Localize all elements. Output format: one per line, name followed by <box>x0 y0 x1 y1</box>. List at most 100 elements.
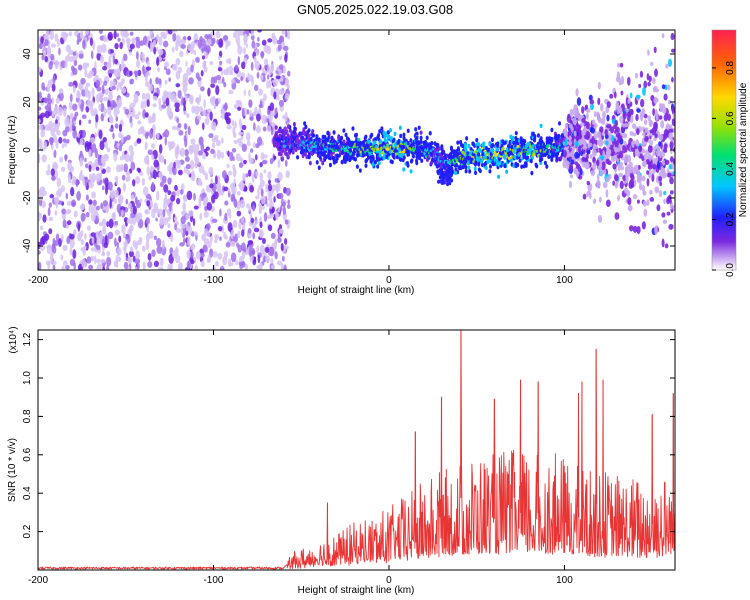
spectrogram-noise-blob <box>82 39 86 49</box>
spectrogram-noise-blob <box>239 157 244 163</box>
spectrogram-noise-blob <box>263 58 269 66</box>
spectrogram-ridge-tail <box>437 179 440 184</box>
spectrogram-ridge-halo <box>330 135 334 141</box>
spectrogram-scatter-blob <box>654 108 658 117</box>
spectrogram-noise-blob <box>101 84 105 93</box>
spectrogram-noise-blob <box>209 183 214 189</box>
spectrogram-ridge-halo <box>392 155 396 160</box>
spectrogram-noise-blob <box>88 180 95 189</box>
spectrogram-noise-blob <box>234 121 237 129</box>
spectrogram-noise-blob <box>153 46 157 55</box>
spectrogram-scatter-blob <box>668 132 674 140</box>
spectrogram-scatter-blob <box>618 144 622 150</box>
spectrogram-noise-blob <box>173 216 178 222</box>
spectrogram-noise-blob <box>55 97 61 104</box>
spectrogram-noise-blob <box>278 192 284 200</box>
spectrogram-ridge-halo <box>379 139 383 144</box>
spectrogram-scatter-blob <box>585 163 589 170</box>
spectrogram-ridge-halo <box>520 164 524 169</box>
spectrogram-ridge-halo <box>309 136 313 142</box>
spectrogram-ridge-halo <box>467 165 471 170</box>
spectrogram-noise-blob <box>51 175 56 181</box>
spectrogram-scatter-blob <box>605 124 611 129</box>
spectrogram-ridge-core <box>357 138 361 142</box>
spectrogram-ridge-halo <box>335 153 339 158</box>
spectrogram-noise-blob <box>118 145 123 152</box>
spectrogram-ridge-halo <box>415 160 419 166</box>
spectrogram-noise-blob <box>114 237 117 247</box>
spectrogram-scatter-blob <box>613 91 617 99</box>
spectrogram-ridge-halo <box>456 152 460 157</box>
spectrogram-scatter-blob <box>566 114 572 123</box>
spectrogram-noise-blob <box>176 117 180 124</box>
spectrogram-noise-blob <box>90 247 96 252</box>
snr-y-tick-label: 1.2 <box>22 332 33 346</box>
spectrogram-noise-blob <box>116 33 120 38</box>
spectrogram-noise-blob <box>130 121 134 128</box>
spectrogram-noise-blob <box>254 60 261 70</box>
spectrogram-noise-blob <box>231 196 236 202</box>
spectrogram-noise-blob <box>256 72 260 79</box>
spectrogram-scatter-blob <box>618 172 624 178</box>
spectrogram-noise-blob <box>261 160 268 165</box>
spectrogram-noise-blob <box>136 239 142 246</box>
spectrogram-scatter-blob <box>623 141 627 146</box>
spectrogram-noise-blob <box>243 159 247 165</box>
spectrogram-noise-blob <box>202 152 206 160</box>
spectrogram-noise-blob <box>207 38 212 46</box>
spectrogram-noise-blob <box>119 84 123 91</box>
spectrogram-scatter-blob <box>614 212 620 220</box>
spectrogram-noise-blob <box>118 97 122 107</box>
spectrogram-noise-blob <box>238 261 245 267</box>
spectrogram-noise-blob <box>230 252 237 263</box>
spectrogram-noise-blob <box>200 260 205 268</box>
spectrogram-scatter-blob <box>657 160 660 170</box>
spectrogram-noise-blob <box>174 184 178 192</box>
spectrogram-scatter-blob <box>612 163 617 170</box>
spectrogram-noise-blob <box>65 192 69 200</box>
spectrogram-noise-blob <box>147 252 152 261</box>
spectrogram-scatter-blob <box>599 102 604 112</box>
spectrogram-noise-blob <box>158 78 162 85</box>
spectrogram-noise-blob <box>133 70 139 75</box>
spectrogram-noise-blob <box>228 89 234 95</box>
spectrogram-noise-blob <box>102 185 105 191</box>
spectrogram-noise-blob <box>43 42 46 48</box>
spectrogram-noise-blob <box>181 210 185 216</box>
spectrogram-ridge-halo <box>307 128 311 133</box>
spectrogram-noise-blob <box>253 122 256 131</box>
spectrogram-scatter-blob <box>664 243 669 249</box>
spectrogram-noise-blob <box>233 132 237 139</box>
spectrogram-noise-blob <box>210 121 217 131</box>
spectrogram-noise-blob <box>257 187 260 198</box>
spectrogram-noise-blob <box>77 64 83 71</box>
spectrogram-ridge-halo <box>531 144 535 149</box>
spectrogram-noise-blob <box>270 264 276 270</box>
spectrogram-noise-blob <box>267 171 272 180</box>
spectrogram-noise-blob <box>274 107 278 114</box>
spectrogram-scatter-blob <box>666 113 672 121</box>
spectrogram-noise-blob <box>44 110 50 119</box>
spectrogram-noise-blob <box>128 154 134 163</box>
spectrogram-noise-blob <box>137 69 142 77</box>
spectrogram-noise-blob <box>266 74 270 80</box>
spectrogram-noise-blob <box>153 260 160 268</box>
spectrogram-noise-blob <box>46 83 50 93</box>
spectrogram-scatter-blob <box>638 83 642 89</box>
spectrogram-noise-blob <box>201 233 206 241</box>
spectrogram-scatter-blob <box>668 58 672 67</box>
spectrogram-scatter-blob <box>596 111 600 118</box>
spectrogram-noise-blob <box>287 199 290 205</box>
spectrogram-noise-blob <box>120 78 125 85</box>
spectrogram-ridge-halo <box>533 138 537 143</box>
spectrogram-noise-blob <box>91 87 95 98</box>
spectrogram-ridge-halo <box>482 141 486 146</box>
spectrogram-scatter-blob <box>582 145 588 150</box>
spectrogram-noise-blob <box>210 148 215 155</box>
spectrogram-noise-blob <box>185 60 188 67</box>
spectrogram-ridge-halo <box>558 121 562 126</box>
spectrogram-noise-blob <box>103 34 107 43</box>
spectrogram-ridge-halo <box>395 154 399 160</box>
spectrogram-scatter-blob <box>568 180 572 189</box>
spectrogram-noise-blob <box>227 222 233 232</box>
